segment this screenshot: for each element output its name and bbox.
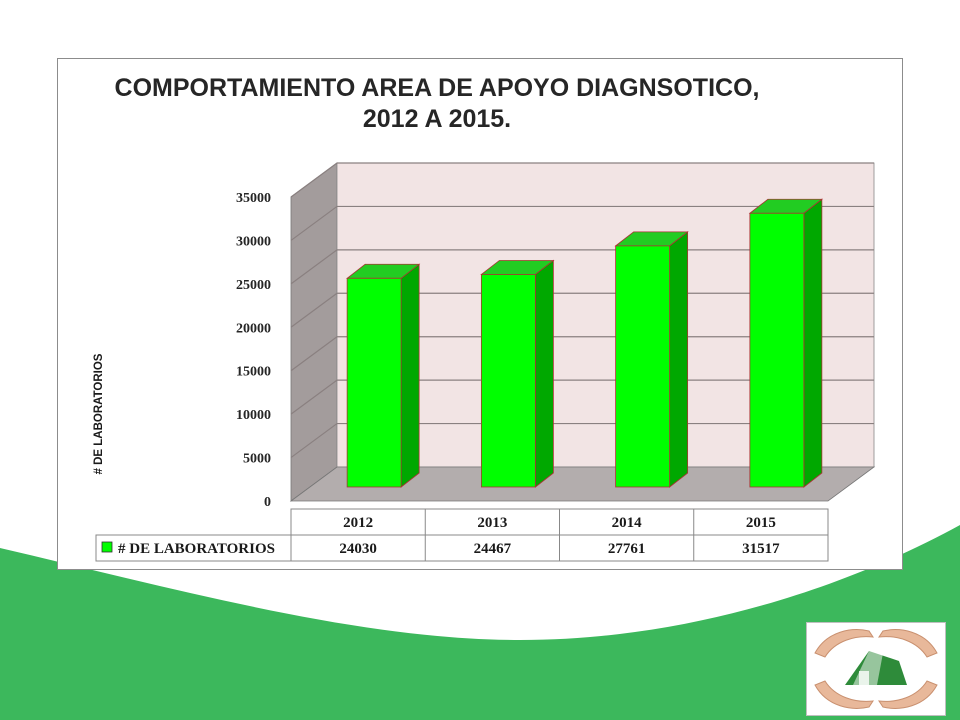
y-tick-label: 30000 xyxy=(236,234,271,249)
data-label: 24467 xyxy=(474,541,512,557)
chart-title-line-2: 2012 A 2015. xyxy=(362,105,512,133)
gridline xyxy=(290,162,874,198)
y-tick-label: 20000 xyxy=(236,321,271,336)
chart-frame: COMPORTAMIENTO AREA DE APOYO DIAGNSOTICO… xyxy=(57,58,903,570)
y-tick-label: 0 xyxy=(264,495,271,510)
bar xyxy=(480,274,536,488)
bar-side xyxy=(534,259,554,488)
legend-label: # DE LABORATORIOS xyxy=(118,541,275,557)
gridline xyxy=(290,205,874,241)
bar xyxy=(615,245,671,488)
y-tick-label: 5000 xyxy=(243,452,271,467)
x-tick-label: 2012 xyxy=(343,515,373,531)
green-band xyxy=(0,525,960,720)
y-tick-label: 10000 xyxy=(236,408,271,423)
chart-title-line-1: COMPORTAMIENTO AREA DE APOYO DIAGNSOTICO… xyxy=(114,74,760,102)
data-label: 24030 xyxy=(339,541,377,557)
x-tick-label: 2014 xyxy=(612,515,643,531)
hands-house-logo-icon xyxy=(814,629,938,709)
gridline xyxy=(290,422,874,459)
gridline xyxy=(290,292,874,328)
x-tick-label: 2015 xyxy=(746,515,776,531)
gridline xyxy=(290,336,874,372)
table-data-row xyxy=(95,534,829,562)
data-label: 27761 xyxy=(608,541,646,557)
bar xyxy=(346,277,402,488)
side-wall xyxy=(290,162,338,502)
y-tick-label: 25000 xyxy=(236,278,271,293)
bar-side xyxy=(669,231,689,488)
bar xyxy=(749,212,805,488)
chart-plot: 0 5000 10000 15000 20000 25000 30000 35000 2012 2… xyxy=(95,162,876,562)
y-tick-label: 15000 xyxy=(236,365,271,380)
floor xyxy=(289,466,876,502)
chart-title: COMPORTAMIENTO AREA DE APOYO DIAGNSOTICO… xyxy=(58,73,816,135)
bar-side xyxy=(400,263,420,488)
legend-swatch xyxy=(101,541,113,553)
gridline xyxy=(290,379,874,415)
y-tick-label: 35000 xyxy=(236,191,271,206)
bar-side xyxy=(803,198,823,488)
x-tick-label: 2013 xyxy=(477,515,507,531)
gridline xyxy=(290,249,874,285)
data-label: 31517 xyxy=(742,541,780,557)
hospital-logo xyxy=(806,622,946,716)
